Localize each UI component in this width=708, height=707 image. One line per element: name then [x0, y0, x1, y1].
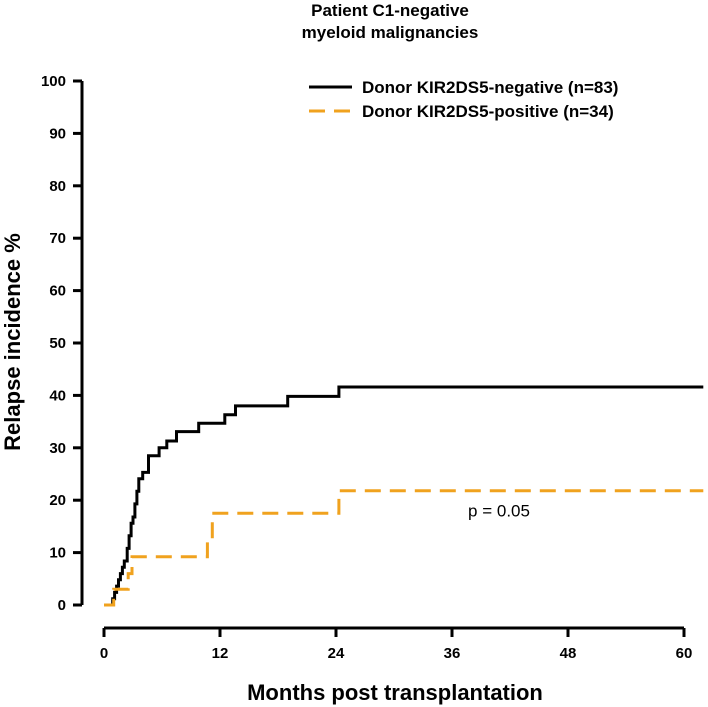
- y-axis-title: Relapse incidence %: [0, 233, 25, 451]
- y-tick-label: 10: [49, 545, 66, 562]
- y-tick-label: 0: [58, 597, 66, 614]
- legend-label-positive: Donor KIR2DS5-positive (n=34): [362, 102, 614, 121]
- p-value-annotation: p = 0.05: [468, 502, 530, 521]
- y-tick-label: 80: [49, 178, 66, 195]
- x-tick-label: 36: [444, 645, 461, 662]
- y-tick-label: 40: [49, 387, 66, 404]
- x-tick-label: 24: [328, 645, 345, 662]
- x-tick-label: 60: [676, 645, 693, 662]
- y-tick-label: 60: [49, 283, 66, 300]
- series-line-positive: [104, 489, 704, 607]
- chart-title-line-1: Patient C1-negative: [311, 1, 469, 20]
- legend-label-negative: Donor KIR2DS5-negative (n=83): [362, 78, 618, 97]
- y-tick-label: 20: [49, 492, 66, 509]
- y-tick-label: 90: [49, 125, 66, 142]
- y-tick-label: 100: [41, 73, 66, 90]
- x-axis-title: Months post transplantation: [247, 680, 543, 705]
- x-tick-label: 48: [560, 645, 577, 662]
- legend: Donor KIR2DS5-negative (n=83) Donor KIR2…: [309, 78, 618, 121]
- series-group: [104, 385, 704, 607]
- chart-title-line-2: myeloid malignancies: [302, 23, 479, 42]
- x-tick-label: 0: [100, 645, 108, 662]
- y-tick-label: 70: [49, 230, 66, 247]
- y-tick-label: 50: [49, 335, 66, 352]
- axes: 0 10 20 30 40 50 60 70 80 90 100 0 12 24 36 48 60: [41, 73, 692, 662]
- x-tick-label: 12: [212, 645, 229, 662]
- y-tick-label: 30: [49, 440, 66, 457]
- series-line-negative: [104, 385, 704, 607]
